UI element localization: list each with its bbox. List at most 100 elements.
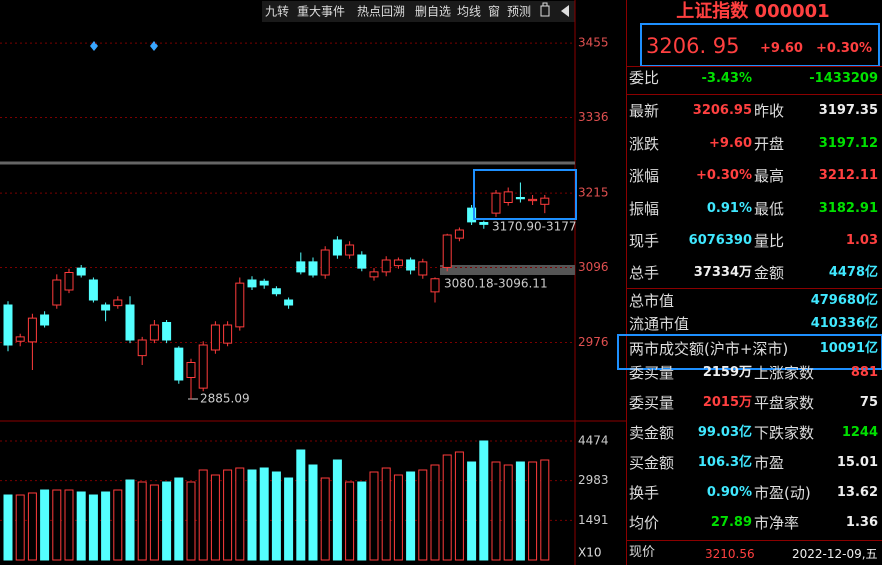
volume-bar xyxy=(235,467,245,561)
volume-bar xyxy=(149,484,159,561)
y-tick-label: 3455 xyxy=(578,36,609,50)
value: 4478亿 xyxy=(828,265,878,280)
gap-annotation: 3170.90-3177 xyxy=(492,220,577,234)
volume-bar xyxy=(320,477,330,561)
label: 开盘 xyxy=(754,135,785,153)
label: 量比 xyxy=(754,232,785,250)
volume-bar xyxy=(357,481,367,561)
value: -3.43% xyxy=(701,71,753,86)
volume-bar xyxy=(40,489,50,561)
volume-bar xyxy=(271,471,281,561)
separator xyxy=(627,288,882,289)
volume-bar xyxy=(247,469,257,561)
value: 6076390 xyxy=(688,233,752,248)
toolbar-button[interactable]: 删自选 xyxy=(415,5,451,19)
value: 75 xyxy=(859,395,878,410)
label: 平盘家数 xyxy=(754,394,815,412)
candle-body xyxy=(308,261,318,276)
candle-body xyxy=(15,336,25,342)
quote-price: 3206. 95 xyxy=(646,34,740,58)
volume-bar xyxy=(113,489,123,561)
volume-bar xyxy=(430,464,440,561)
label: 流通市值 xyxy=(629,315,690,333)
collapse-icon[interactable] xyxy=(561,5,569,17)
toolbar-button[interactable]: 热点回溯 xyxy=(357,4,405,19)
separator xyxy=(627,66,882,67)
candle-body xyxy=(186,362,196,378)
candle-body xyxy=(271,288,281,295)
value: 3212.11 xyxy=(818,168,878,183)
value: 27.89 xyxy=(710,515,752,530)
toolbar-bg xyxy=(262,1,575,22)
volume-bar xyxy=(540,459,550,561)
candle-body xyxy=(76,267,86,276)
volume-bar xyxy=(210,474,220,561)
toolbar-button[interactable]: 均线 xyxy=(457,5,481,19)
volume-bar xyxy=(308,464,318,561)
y-tick-label: 3215 xyxy=(578,186,609,200)
value: 99.03亿 xyxy=(697,425,752,440)
volume-bar xyxy=(259,467,269,561)
volume-bar xyxy=(174,477,184,561)
candle-body xyxy=(454,229,464,239)
label: 现价 xyxy=(629,545,656,560)
label: 市盈(动) xyxy=(754,484,811,502)
label: 涨跌 xyxy=(629,135,660,153)
value: 2015万 xyxy=(702,395,752,410)
volume-bar xyxy=(27,492,37,561)
volume-bar xyxy=(186,481,196,561)
candle-body xyxy=(540,197,550,205)
label: 总手 xyxy=(629,264,660,282)
volume-bar xyxy=(223,469,233,561)
volume-tick-label: 2983 xyxy=(578,473,609,487)
value: 2159万 xyxy=(702,365,752,380)
value: +9.60 xyxy=(709,136,752,151)
candle-body xyxy=(88,279,98,301)
candle-body xyxy=(393,259,403,267)
highlight-box xyxy=(473,169,577,220)
volume-bar xyxy=(491,461,501,561)
candle-body xyxy=(247,279,257,288)
candle-body xyxy=(259,280,269,286)
value: 3182.91 xyxy=(818,201,878,216)
candle-body xyxy=(162,322,172,341)
toolbar-button[interactable]: 重大事件 xyxy=(297,5,345,19)
volume-bar xyxy=(332,459,342,561)
volume-bar xyxy=(162,481,172,561)
label: 涨幅 xyxy=(629,167,660,185)
candle-body xyxy=(223,324,233,344)
value: 3197.12 xyxy=(818,136,878,151)
label: 最高 xyxy=(754,167,785,185)
candle-body xyxy=(174,347,184,381)
value: 479680亿 xyxy=(810,293,878,308)
separator xyxy=(627,94,882,95)
candle-body xyxy=(101,304,111,311)
volume-bar xyxy=(418,469,428,561)
volume-bar xyxy=(442,454,452,561)
label: 买金额 xyxy=(629,454,675,472)
label: 委买量 xyxy=(629,394,675,412)
value: 13.62 xyxy=(836,485,878,500)
toolbar-button[interactable]: 九转 xyxy=(265,4,289,19)
toolbar-button[interactable]: 窗 xyxy=(488,5,500,19)
volume-bar xyxy=(198,469,208,561)
toolbar-button[interactable]: 预测 xyxy=(507,5,531,19)
value: +0.30% xyxy=(696,168,752,183)
volume-unit: X10 xyxy=(578,546,602,560)
value: 881 xyxy=(850,365,878,380)
candle-body xyxy=(235,282,245,328)
label: 委比 xyxy=(629,69,660,87)
candle-body xyxy=(406,259,416,271)
lock-icon[interactable] xyxy=(540,2,550,17)
value: 1.03 xyxy=(845,233,878,248)
volume-bar xyxy=(76,491,86,561)
label: 卖金额 xyxy=(629,424,675,442)
label: 最新 xyxy=(629,102,660,120)
value: 15.01 xyxy=(836,455,878,470)
label: 下跌家数 xyxy=(754,424,815,442)
candle-body xyxy=(296,261,306,273)
volume-bar xyxy=(125,479,135,561)
volume-bar xyxy=(15,494,25,561)
value: 3206.95 xyxy=(692,103,752,118)
